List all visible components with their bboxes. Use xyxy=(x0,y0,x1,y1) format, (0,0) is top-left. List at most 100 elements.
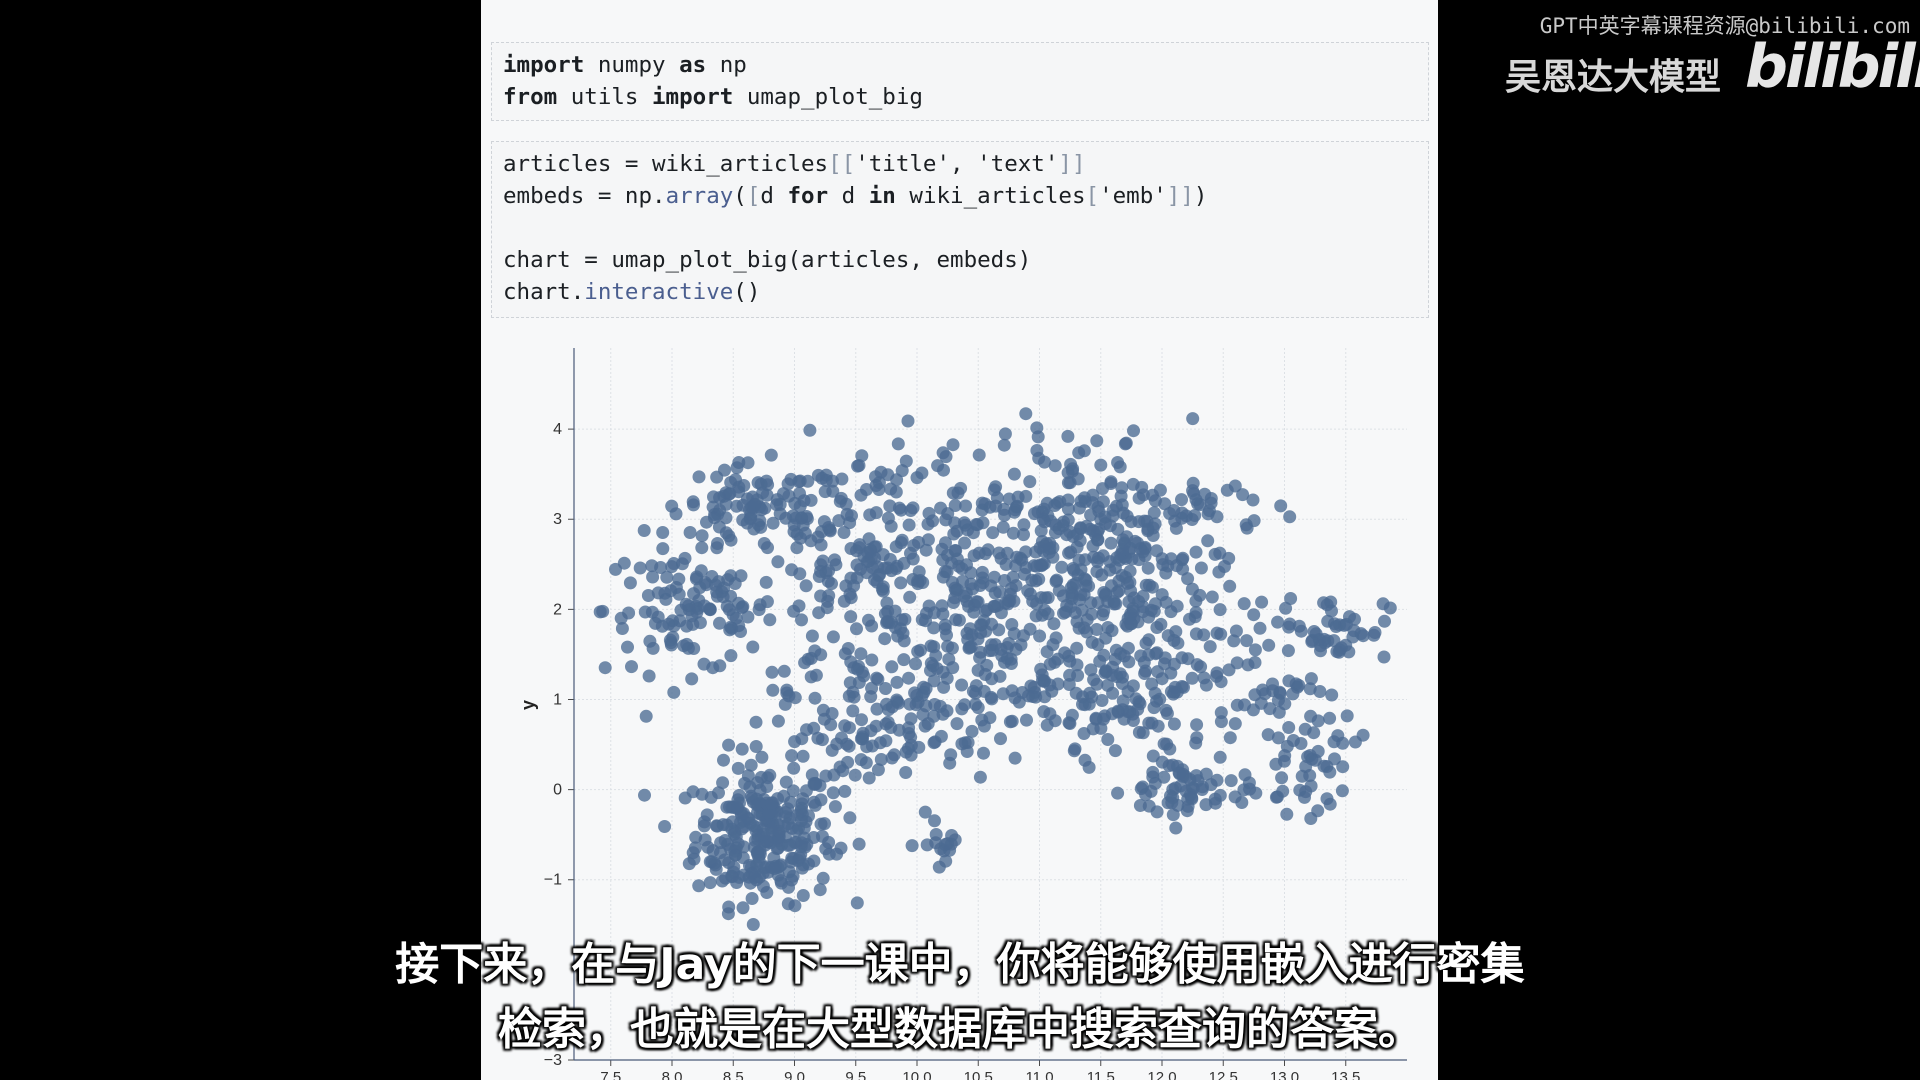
scatter-point[interactable] xyxy=(745,892,759,905)
scatter-point[interactable] xyxy=(711,537,724,550)
scatter-point[interactable] xyxy=(808,644,822,658)
scatter-point[interactable] xyxy=(682,599,696,613)
scatter-point[interactable] xyxy=(1271,615,1285,629)
scatter-point[interactable] xyxy=(844,571,858,585)
scatter-point[interactable] xyxy=(794,804,808,818)
scatter-point[interactable] xyxy=(941,507,955,521)
scatter-point[interactable] xyxy=(1147,506,1161,520)
scatter-point[interactable] xyxy=(939,450,953,464)
scatter-point[interactable] xyxy=(718,463,731,477)
scatter-point[interactable] xyxy=(805,768,819,782)
scatter-point[interactable] xyxy=(826,630,840,644)
scatter-point[interactable] xyxy=(936,707,950,721)
scatter-point[interactable] xyxy=(1033,629,1047,643)
scatter-point[interactable] xyxy=(994,732,1007,746)
scatter-point[interactable] xyxy=(763,768,777,782)
scatter-point[interactable] xyxy=(1090,434,1104,448)
scatter-point[interactable] xyxy=(1311,714,1325,728)
scatter-point[interactable] xyxy=(854,753,868,767)
scatter-point[interactable] xyxy=(809,668,823,682)
scatter-point[interactable] xyxy=(695,541,709,555)
scatter-point[interactable] xyxy=(813,883,827,897)
scatter-point[interactable] xyxy=(692,470,706,484)
scatter-point[interactable] xyxy=(998,574,1011,587)
scatter-point[interactable] xyxy=(731,761,745,775)
scatter-point[interactable] xyxy=(1311,804,1325,818)
scatter-point[interactable] xyxy=(1119,436,1133,450)
scatter-point[interactable] xyxy=(669,507,683,521)
scatter-point[interactable] xyxy=(1320,792,1334,806)
scatter-point[interactable] xyxy=(743,876,757,890)
scatter-point[interactable] xyxy=(899,766,913,779)
scatter-point[interactable] xyxy=(1095,568,1109,582)
scatter-point[interactable] xyxy=(1247,608,1261,622)
scatter-point[interactable] xyxy=(1237,783,1251,797)
scatter-point[interactable] xyxy=(798,526,812,540)
scatter-point[interactable] xyxy=(1084,663,1098,677)
scatter-point[interactable] xyxy=(741,769,755,783)
scatter-point[interactable] xyxy=(1029,609,1043,623)
scatter-point[interactable] xyxy=(814,817,828,831)
scatter-point[interactable] xyxy=(879,682,892,695)
scatter-point[interactable] xyxy=(788,899,802,913)
scatter-point[interactable] xyxy=(969,697,982,711)
scatter-point[interactable] xyxy=(1078,491,1091,505)
scatter-point[interactable] xyxy=(1158,651,1172,665)
scatter-point[interactable] xyxy=(834,841,848,855)
scatter-point[interactable] xyxy=(876,548,890,562)
scatter-point[interactable] xyxy=(939,854,953,868)
scatter-point[interactable] xyxy=(1246,493,1260,507)
scatter-point[interactable] xyxy=(1320,760,1334,773)
scatter-point[interactable] xyxy=(1106,660,1120,674)
scatter-point[interactable] xyxy=(1096,482,1109,496)
scatter-point[interactable] xyxy=(1318,636,1332,650)
scatter-point[interactable] xyxy=(908,686,922,700)
scatter-point[interactable] xyxy=(1133,697,1147,711)
scatter-point[interactable] xyxy=(1061,502,1075,516)
scatter-point[interactable] xyxy=(993,669,1007,683)
scatter-point[interactable] xyxy=(826,786,840,800)
scatter-point[interactable] xyxy=(845,509,858,523)
scatter-point[interactable] xyxy=(987,483,1001,497)
scatter-point[interactable] xyxy=(736,901,750,915)
scatter-point[interactable] xyxy=(1136,589,1150,603)
scatter-point[interactable] xyxy=(891,629,905,643)
scatter-point[interactable] xyxy=(860,483,873,496)
scatter-point[interactable] xyxy=(796,792,810,806)
scatter-point[interactable] xyxy=(1328,617,1341,631)
scatter-point[interactable] xyxy=(721,907,735,921)
scatter-point[interactable] xyxy=(955,678,969,692)
scatter-point[interactable] xyxy=(1101,595,1115,609)
scatter-point[interactable] xyxy=(1005,684,1019,698)
scatter-point[interactable] xyxy=(1095,694,1109,707)
scatter-point[interactable] xyxy=(1055,560,1069,574)
scatter-point[interactable] xyxy=(1311,744,1325,758)
scatter-point[interactable] xyxy=(838,784,852,798)
scatter-point[interactable] xyxy=(770,498,784,512)
scatter-point[interactable] xyxy=(994,551,1008,565)
scatter-point[interactable] xyxy=(1299,760,1313,773)
scatter-point[interactable] xyxy=(1298,722,1312,736)
scatter-point[interactable] xyxy=(777,664,791,678)
scatter-point[interactable] xyxy=(779,810,793,824)
scatter-point[interactable] xyxy=(851,459,865,473)
scatter-point[interactable] xyxy=(1214,706,1228,720)
scatter-point[interactable] xyxy=(1201,534,1215,548)
scatter-point[interactable] xyxy=(1223,579,1237,593)
scatter-point[interactable] xyxy=(764,448,778,462)
scatter-point[interactable] xyxy=(902,721,916,735)
scatter-point[interactable] xyxy=(1037,705,1051,719)
scatter-point[interactable] xyxy=(822,589,836,603)
scatter-point[interactable] xyxy=(807,721,821,735)
scatter-point[interactable] xyxy=(1049,631,1063,645)
scatter-point[interactable] xyxy=(1160,707,1174,720)
scatter-point[interactable] xyxy=(1041,607,1055,621)
scatter-point[interactable] xyxy=(887,748,901,762)
scatter-point[interactable] xyxy=(1116,543,1130,557)
scatter-point[interactable] xyxy=(883,499,897,513)
scatter-point[interactable] xyxy=(1258,687,1272,701)
scatter-point[interactable] xyxy=(680,637,694,651)
scatter-point[interactable] xyxy=(871,763,885,777)
scatter-point[interactable] xyxy=(1061,513,1075,527)
scatter-point[interactable] xyxy=(1136,726,1150,740)
